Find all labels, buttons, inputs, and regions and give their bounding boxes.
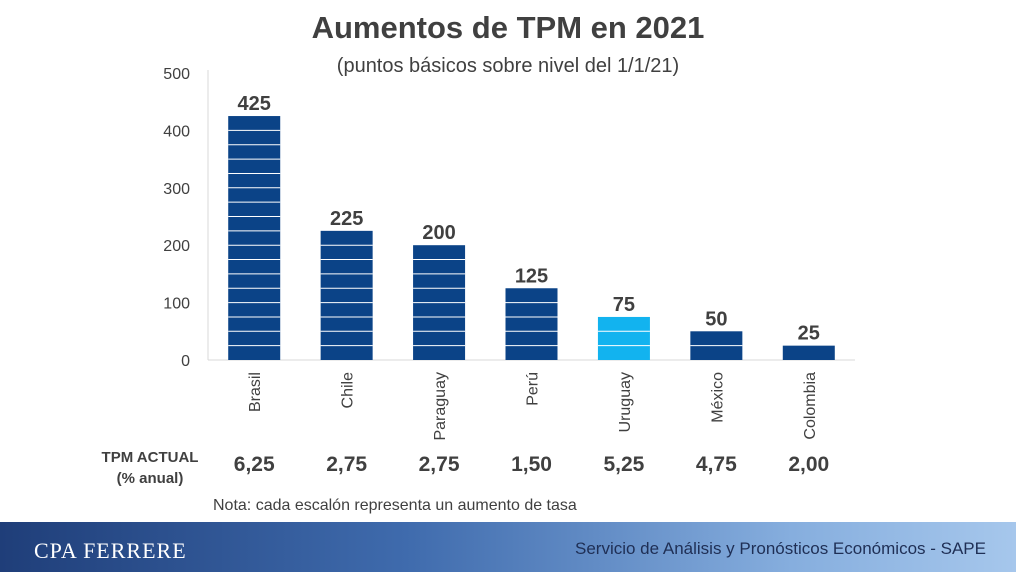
tpm-label-line1: TPM ACTUAL [101, 449, 199, 466]
y-tick-label: 500 [163, 66, 190, 83]
tpm-value: 2,75 [326, 453, 368, 476]
x-tick-label: Uruguay [617, 372, 634, 432]
y-tick-label: 100 [163, 296, 190, 313]
chart-note: Nota: cada escalón representa un aumento… [213, 497, 577, 514]
tpm-value: 4,75 [695, 453, 737, 476]
data-label: 25 [798, 323, 820, 345]
x-tick-label: Brasil [247, 372, 264, 412]
brand-logo-text: CPA FERRERE [34, 538, 187, 563]
service-name: Servicio de Análisis y Pronósticos Econó… [574, 539, 986, 558]
footer-bar: CPA FERRERE Servicio de Análisis y Pronó… [0, 522, 1016, 572]
data-label: 125 [515, 265, 548, 287]
x-tick-label: Paraguay [432, 372, 449, 441]
data-label: 425 [238, 93, 271, 115]
x-tick-label: Chile [340, 372, 357, 409]
x-tick-label: México [709, 372, 726, 423]
x-tick-label: Colombia [802, 372, 819, 440]
tpm-value: 6,25 [233, 453, 275, 476]
x-tick-label: Perú [525, 372, 542, 406]
tpm-values-row: 6,25 2,75 2,75 1,50 5,25 4,75 2,00 [0, 453, 1016, 483]
y-tick-label: 400 [163, 123, 190, 140]
bar-brasil [228, 116, 281, 360]
bar-uruguay [597, 316, 650, 360]
tpm-value: 5,25 [603, 453, 645, 476]
tpm-value: 2,00 [788, 453, 830, 476]
y-tick-label: 200 [163, 238, 190, 255]
bar-chile [320, 230, 373, 360]
y-tick-label: 0 [181, 353, 190, 370]
tpm-label-line2: (% anual) [116, 470, 184, 487]
data-label: 50 [705, 308, 727, 330]
data-label: 225 [330, 208, 363, 230]
y-tick-label: 300 [163, 181, 190, 198]
data-label: 75 [613, 294, 635, 316]
tpm-label: TPM ACTUAL (% anual) [80, 447, 220, 489]
bar-colombia [782, 345, 835, 360]
tpm-value: 2,75 [418, 453, 460, 476]
bar-chart: 0 100 200 300 400 500 425 Brasil 225 Chile 200 Para… [163, 66, 855, 441]
chart-subtitle: (puntos básicos sobre nivel del 1/1/21) [336, 55, 680, 77]
bar-perú [505, 288, 558, 360]
chart-title: Aumentos de TPM en 2021 [311, 10, 705, 45]
tpm-value: 1,50 [511, 453, 552, 476]
data-label: 200 [422, 222, 455, 244]
